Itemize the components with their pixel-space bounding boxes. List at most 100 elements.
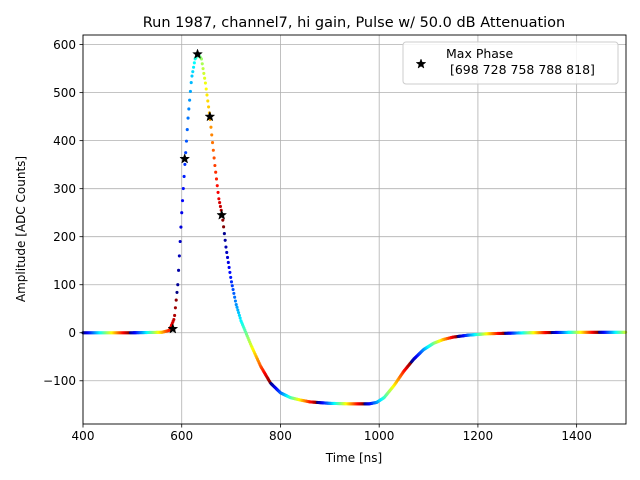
- pulse-sample-point: [187, 107, 191, 111]
- max-phase-star-marker: [216, 209, 228, 220]
- x-tick-label: 1200: [463, 429, 494, 443]
- pulse-sample-point: [237, 311, 241, 315]
- pulse-sample-point: [175, 290, 179, 294]
- pulse-sample-point: [192, 65, 196, 69]
- y-tick-label: −100: [43, 374, 76, 388]
- pulse-sample-point: [229, 275, 233, 279]
- pulse-sample-point: [227, 265, 231, 269]
- pulse-sample-point: [189, 81, 193, 85]
- pulse-sample-point: [221, 218, 225, 222]
- x-tick-label: 400: [72, 429, 95, 443]
- pulse-sample-point: [183, 162, 187, 166]
- pulse-sample-point: [237, 313, 241, 317]
- pulse-sample-point: [230, 284, 234, 288]
- legend-label-line1: Max Phase: [446, 46, 513, 61]
- legend-star-icon: [415, 58, 427, 69]
- pulse-sample-point: [185, 128, 189, 132]
- pulse-sample-point: [190, 74, 194, 78]
- pulse-sample-point: [176, 283, 180, 287]
- pulse-sample-point: [205, 93, 209, 97]
- pulse-sample-point: [177, 254, 181, 258]
- pulse-sample-point: [204, 87, 208, 91]
- pulse-sample-point: [225, 255, 230, 259]
- pulse-sample-point: [181, 186, 185, 191]
- pulse-sample-point: [213, 163, 217, 168]
- pulse-sample-point: [212, 156, 216, 160]
- y-tick-label: 500: [53, 86, 76, 100]
- pulse-sample-point: [232, 291, 236, 295]
- pulse-sample-point: [201, 67, 205, 71]
- x-axis-label: Time [ns]: [325, 451, 382, 465]
- pulse-sample-point: [229, 280, 234, 284]
- pulse-sample-point: [191, 70, 195, 74]
- pulse-sample-point: [226, 260, 230, 264]
- pulse-sample-point: [238, 316, 242, 320]
- pulse-sample-point: [218, 201, 222, 205]
- max-phase-star-marker: [179, 153, 191, 164]
- pulse-sample-point: [178, 239, 182, 244]
- x-tick-label: 600: [170, 429, 193, 443]
- pulse-sample-point: [173, 313, 177, 318]
- pulse-sample-point: [210, 133, 214, 137]
- pulse-sample-point: [200, 62, 204, 66]
- pulse-sample-point: [222, 232, 226, 236]
- max-phase-star-marker: [167, 323, 179, 334]
- pulse-sample-point: [215, 184, 219, 188]
- pulse-sample-point: [207, 105, 211, 109]
- y-tick-label: 400: [53, 134, 76, 148]
- pulse-sample-point: [203, 81, 207, 85]
- pulse-sample-point: [235, 305, 239, 309]
- pulse-sample-point: [202, 71, 206, 75]
- pulse-sample-point: [186, 116, 190, 120]
- max-phase-star-marker: [204, 110, 216, 122]
- pulse-sample-point: [188, 98, 192, 102]
- max-phase-star-marker: [192, 48, 203, 59]
- pulse-sample-point: [228, 270, 232, 274]
- pulse-sample-point: [179, 225, 183, 229]
- pulse-sample-point: [236, 308, 240, 312]
- pulse-sample-point: [223, 238, 227, 242]
- grid-layer: [82, 35, 626, 424]
- pulse-sample-point: [184, 151, 188, 155]
- pulse-sample-point: [192, 61, 196, 65]
- pulse-sample-point: [172, 318, 176, 322]
- tick-layer: 400 600 800 1000 1200 1400 −100 0 100 200 300 400 50…: [43, 38, 592, 443]
- pulse-sample-point: [224, 245, 228, 249]
- pulse-sample-point: [177, 268, 181, 272]
- y-tick-label: 300: [53, 182, 76, 196]
- pulse-sample-point: [211, 148, 215, 152]
- pulse-sample-point: [206, 99, 210, 103]
- pulse-sample-point: [225, 250, 229, 255]
- chart-title: Run 1987, channel7, hi gain, Pulse w/ 50…: [143, 15, 566, 31]
- legend-box: [402, 41, 619, 85]
- pulse-sample-point: [218, 204, 222, 208]
- pulse-sample-point: [180, 211, 184, 215]
- x-tick-label: 800: [269, 429, 292, 443]
- pulse-sample-point: [203, 76, 207, 80]
- pulse-sample-point: [217, 197, 221, 201]
- pulse-sample-point: [233, 295, 237, 299]
- pulse-sample-point: [210, 141, 215, 145]
- pulse-sample-point: [180, 199, 185, 203]
- y-axis-label: Amplitude [ADC Counts]: [14, 156, 28, 302]
- pulse-sample-point: [209, 125, 213, 129]
- x-tick-label: 1400: [561, 429, 592, 443]
- pulse-sample-point: [222, 225, 226, 229]
- pulse-sample-point: [188, 89, 192, 93]
- pulse-sample-point: [173, 306, 177, 310]
- x-tick-label: 1000: [364, 429, 395, 443]
- pulse-sample-point: [234, 303, 238, 307]
- pulse-sample-point: [184, 139, 189, 143]
- y-tick-label: 0: [68, 326, 76, 340]
- pulse-sample-point: [216, 190, 220, 194]
- axes-frame: [82, 34, 627, 425]
- legend-label-line2: [698 728 758 788 818]: [446, 62, 595, 77]
- y-tick-label: 100: [53, 278, 76, 292]
- max-phase-markers: [167, 48, 228, 334]
- data-layer: [81, 53, 628, 406]
- y-tick-label: 600: [53, 38, 76, 52]
- pulse-sample-point: [174, 298, 178, 302]
- pulse-sample-point: [182, 174, 186, 179]
- pulse-sample-point: [214, 170, 218, 174]
